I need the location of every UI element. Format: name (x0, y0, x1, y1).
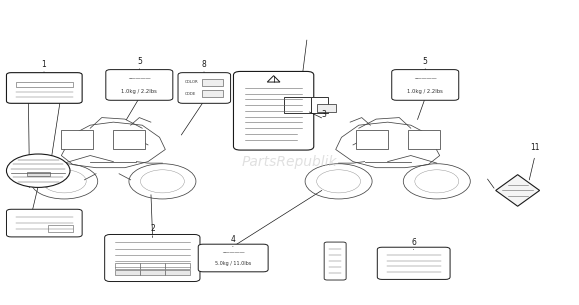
FancyBboxPatch shape (6, 209, 82, 237)
FancyBboxPatch shape (106, 70, 173, 100)
FancyBboxPatch shape (178, 73, 230, 103)
FancyBboxPatch shape (233, 71, 314, 150)
Bar (202, 90, 223, 97)
FancyBboxPatch shape (105, 235, 200, 282)
Text: COLOR: COLOR (185, 80, 199, 84)
Bar (115, 263, 140, 269)
Bar (16, 82, 73, 87)
Bar (408, 130, 439, 149)
Text: 5: 5 (423, 57, 428, 66)
Text: CODE: CODE (185, 92, 196, 96)
Polygon shape (267, 76, 280, 82)
Bar (113, 130, 145, 149)
Bar (202, 79, 223, 86)
Text: 5: 5 (137, 57, 142, 66)
FancyBboxPatch shape (378, 247, 450, 279)
Bar (115, 270, 140, 275)
Circle shape (6, 154, 70, 187)
FancyBboxPatch shape (324, 242, 346, 280)
Text: ─────────: ───────── (128, 77, 151, 81)
FancyBboxPatch shape (392, 70, 459, 100)
Text: 5.0kg / 11.0lbs: 5.0kg / 11.0lbs (215, 261, 251, 266)
Text: 8: 8 (201, 60, 206, 69)
FancyBboxPatch shape (198, 244, 268, 272)
Bar (165, 263, 189, 269)
Bar (140, 270, 165, 275)
Text: PartsRepublik: PartsRepublik (242, 155, 337, 169)
Bar (47, 225, 73, 232)
Bar (356, 130, 388, 149)
Bar (284, 97, 312, 113)
Text: ─────────: ───────── (222, 251, 244, 255)
FancyBboxPatch shape (6, 73, 82, 103)
Bar (61, 130, 93, 149)
Bar (27, 172, 50, 176)
Text: 1.0kg / 2.2lbs: 1.0kg / 2.2lbs (122, 89, 157, 94)
Bar (165, 270, 189, 275)
Text: 1: 1 (42, 60, 46, 69)
Bar (312, 97, 328, 113)
Polygon shape (496, 175, 540, 206)
Bar (140, 263, 165, 269)
Text: 11: 11 (530, 143, 540, 152)
Text: 3: 3 (322, 110, 327, 119)
Text: 4: 4 (230, 235, 235, 244)
Bar (317, 104, 336, 112)
Text: 1.0kg / 2.2lbs: 1.0kg / 2.2lbs (407, 89, 443, 94)
Text: 6: 6 (411, 238, 416, 247)
Text: 2: 2 (150, 224, 155, 233)
Text: ─────────: ───────── (414, 77, 437, 81)
